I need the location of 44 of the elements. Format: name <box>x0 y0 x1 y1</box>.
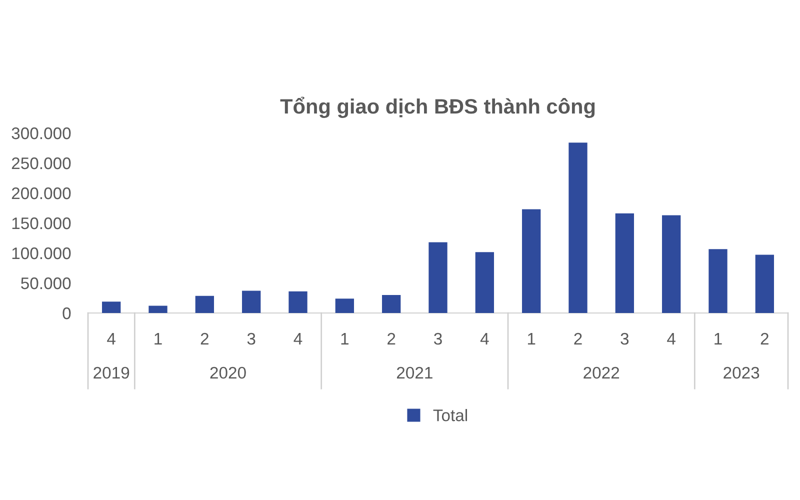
text: 2022 <box>584 366 620 379</box>
x-tick-label: 3 <box>247 332 256 345</box>
y-tick-label: 50.000 <box>21 277 71 290</box>
bar <box>522 209 541 313</box>
y-tick-label: 300.000 <box>12 127 71 140</box>
y-tick-label: 250.000 <box>12 157 71 170</box>
bar <box>615 213 634 313</box>
y-tick-label: 150.000 <box>12 217 71 230</box>
x-tick-label: 4 <box>480 333 489 345</box>
x-tick-label: 4 <box>107 333 116 345</box>
bar <box>662 215 681 313</box>
text: 2021 <box>396 366 432 379</box>
y-tick-label: 0 <box>62 307 71 320</box>
y-tick-label: 100.000 <box>12 247 71 260</box>
text: 2019 <box>94 366 130 379</box>
bar <box>475 252 494 313</box>
x-tick-label: 2 <box>388 332 396 345</box>
bar <box>568 142 588 313</box>
x-tick-label: 2 <box>760 332 768 345</box>
x-tick-label: 3 <box>434 332 442 345</box>
bar <box>382 295 401 313</box>
x-tick-label: 4 <box>294 333 302 345</box>
bar <box>708 249 728 313</box>
bar <box>335 298 354 313</box>
x-tick-label: 1 <box>154 333 162 345</box>
x-tick-label: 1 <box>714 333 722 345</box>
x-tick-label: 1 <box>528 333 536 345</box>
x-tick-label: 2 <box>574 332 582 345</box>
y-tick-label: 200.000 <box>12 187 71 200</box>
legend-label: Total <box>433 409 467 422</box>
text: 2020 <box>210 366 246 379</box>
bar <box>148 306 168 313</box>
x-tick-label: 3 <box>620 332 629 345</box>
bar <box>102 302 121 313</box>
text: 2023 <box>724 366 760 379</box>
bar <box>288 291 308 313</box>
chart-title: Tổng giao dịch BĐS thành công <box>280 96 595 118</box>
bar <box>755 254 774 313</box>
bar <box>195 296 214 313</box>
x-tick-label: 4 <box>667 333 676 345</box>
x-tick-label: 2 <box>200 332 208 345</box>
x-tick-label: 1 <box>341 333 348 345</box>
bar <box>428 242 448 313</box>
bar <box>242 290 261 313</box>
